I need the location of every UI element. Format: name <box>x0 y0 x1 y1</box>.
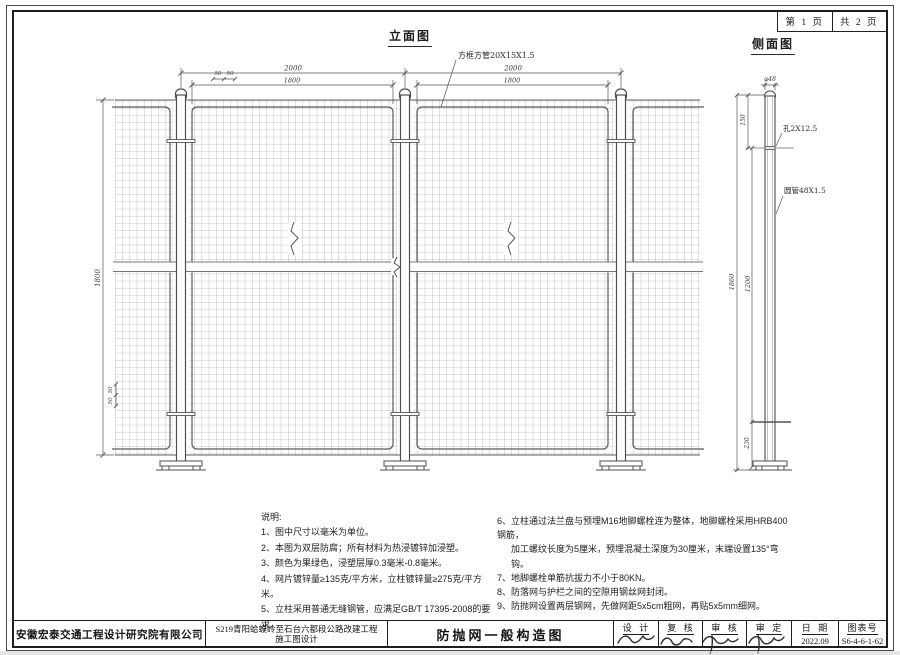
panel-frames <box>112 106 704 450</box>
approver-column: 审 定 <box>746 621 791 647</box>
posts <box>156 88 646 471</box>
side-view: φ48 150 1860 1200 230 孔2X12.5 圆管48X1.5 <box>728 76 826 473</box>
frame-tube-callout: 方框方管20X15X1.5 <box>458 50 534 60</box>
title-block: 安徽宏泰交通工程设计研究院有限公司 S219青阳蛤蟆岭至石台六都段公路改建工程 … <box>14 620 886 647</box>
date-header: 日 期 <box>801 623 829 635</box>
note-item: 1、图中尺寸以毫米为单位。 <box>261 527 375 538</box>
page-number: 第 1 页 <box>778 11 833 31</box>
dim-height: 1800 <box>94 269 102 287</box>
approver-header: 审 定 <box>755 623 783 635</box>
note-item: 2、本图为双层防腐；所有材料为热浸镀锌加浸塑。 <box>261 542 465 553</box>
note-item: 7、地脚螺栓单筋抗拔力不小于80KN。 <box>497 572 651 583</box>
elevation-dimensions <box>96 59 624 458</box>
elevation-view-title: 立面图 <box>388 27 433 47</box>
notes-left-column: 说明: 1、图中尺寸以毫米为单位。 2、本图为双层防腐；所有材料为热浸镀锌加浸塑… <box>261 510 496 633</box>
page-number-box: 第 1 页 共 2 页 <box>777 11 886 32</box>
elevation-view: 2000 2000 1800 1800 50 50 1800 50 50 方框方… <box>94 50 704 471</box>
tube-callout: 圆管48X1.5 <box>784 185 826 195</box>
note-item: 9、防抛网设置两层钢网，先做网距5x5cm粗网，再贴5x5mm细网。 <box>497 601 766 612</box>
note-item: 3、颜色为果绿色，浸塑层厚0.3毫米-0.8毫米。 <box>261 558 448 569</box>
side-dimensions <box>733 82 784 473</box>
project-line1: S219青阳蛤蟆岭至石台六都段公路改建工程 <box>215 623 378 634</box>
sheet-number-value: S6-4-6-1-62 <box>841 636 884 646</box>
note-item: 4、网片镀锌量≥135克/平方米，立柱镀锌量≥275克/平方米。 <box>261 573 482 600</box>
designer-header: 设 计 <box>622 623 650 635</box>
designer-column: 设 计 <box>613 621 658 647</box>
post-flanges <box>156 460 646 471</box>
dim-total: 1860 <box>728 274 736 291</box>
sheet-frame <box>6 5 894 651</box>
page-total: 共 2 页 <box>839 18 879 28</box>
side-flange <box>748 460 792 471</box>
side-post-tube <box>764 95 776 463</box>
checker-column: 复 核 <box>658 621 702 647</box>
notes-heading: 说明: <box>261 512 282 522</box>
bolt-hole <box>764 146 776 150</box>
project-line2: 施工图设计 <box>275 634 318 644</box>
date-value: 2022.09 <box>801 636 829 646</box>
reviewer-column: 审 核 <box>702 621 746 647</box>
notes-right-column: 6、立柱通过法兰盘与预埋M16地脚螺栓连为整体，地脚螺栓采用HRB400钢筋， … <box>497 514 792 613</box>
break-symbols <box>287 221 518 278</box>
side-view-title: 侧面图 <box>751 35 796 55</box>
dim-mesh-b: 50 <box>227 71 234 77</box>
post-clamps <box>166 139 636 416</box>
company-name: 安徽宏泰交通工程设计研究院有限公司 <box>16 629 203 641</box>
checker-header: 复 核 <box>667 623 694 635</box>
dim-mesh-a: 50 <box>215 71 222 77</box>
sheet-number-header: 图表号 <box>847 623 878 635</box>
note-item: 加工螺纹长度为5厘米，预埋混凝土深度为30厘米，末端设置135°弯钩。 <box>511 544 779 569</box>
note-item: 6、立柱通过法兰盘与预埋M16地脚螺栓连为整体，地脚螺栓采用HRB400钢筋， <box>497 516 788 541</box>
hole-callout: 孔2X12.5 <box>783 124 818 133</box>
note-item: 8、防落网与护栏之间的空隙用钢丝网封闭。 <box>497 587 674 598</box>
dim-panel-2: 1800 <box>504 77 521 85</box>
dim-mesh-d: 50 <box>108 397 114 404</box>
date-column: 日 期 2022.09 <box>791 621 838 647</box>
dim-span-2: 2000 <box>503 65 522 73</box>
dim-mesh-c: 50 <box>108 386 114 393</box>
dim-mid: 1200 <box>744 276 752 293</box>
sheet-number-column: 图表号 S6-4-6-1-62 <box>838 621 886 647</box>
note-item: 5、立柱采用普通无缝钢管，应满足GB/T 17395-2008的要求。 <box>261 604 491 630</box>
reviewer-header: 审 核 <box>711 623 738 635</box>
dim-top: 150 <box>740 114 747 126</box>
dim-panel-1: 1800 <box>284 77 301 85</box>
dim-bottom: 230 <box>744 437 751 450</box>
dim-span-1: 2000 <box>283 65 302 73</box>
project-name: S219青阳蛤蟆岭至石台六都段公路改建工程 施工图设计 <box>205 621 387 647</box>
scan-edge-artifact <box>0 651 900 655</box>
drawing-title: 防抛网一般构造图 <box>387 621 613 647</box>
dim-dia: φ48 <box>764 76 776 83</box>
